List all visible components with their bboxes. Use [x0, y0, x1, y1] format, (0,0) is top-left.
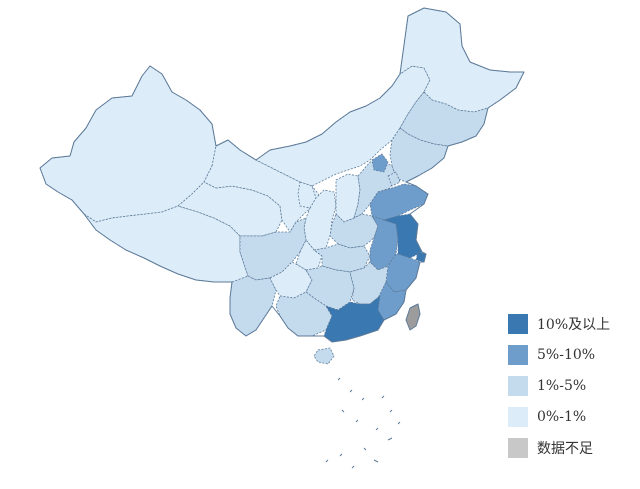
country-outline	[39, 7, 525, 343]
island-dash	[397, 421, 401, 425]
legend-swatch	[508, 437, 528, 458]
region-jiangxi	[349, 261, 389, 305]
map-legend: 10%及以上 5%-10% 1%-5% 0%-1% 数据不足	[508, 308, 636, 463]
island-dash	[351, 465, 355, 469]
legend-swatch	[508, 344, 528, 365]
region-qinghai	[177, 181, 283, 237]
island-dash	[375, 427, 379, 431]
region-guizhou	[269, 261, 313, 299]
legend-swatch	[508, 406, 528, 427]
legend-item-no-data: 数据不足	[508, 432, 636, 463]
island-dash	[349, 389, 353, 393]
island-dash	[389, 409, 393, 413]
region-yunnan	[229, 275, 277, 337]
legend-item-0-1: 0%-1%	[508, 401, 636, 432]
region-gansu	[203, 139, 321, 233]
island-dash	[341, 409, 345, 413]
region-taiwan	[405, 303, 421, 331]
legend-swatch	[508, 313, 528, 334]
region-heilongjiang	[399, 7, 525, 113]
island-dash	[325, 459, 329, 463]
region-shanghai	[415, 251, 427, 263]
legend-item-10-plus: 10%及以上	[508, 308, 636, 339]
region-jiangsu	[383, 213, 423, 259]
legend-item-5-10: 5%-10%	[508, 339, 636, 370]
legend-label: 10%及以上	[537, 316, 611, 333]
region-hubei	[313, 243, 371, 273]
region-hainan	[313, 347, 335, 365]
region-shanxi	[335, 173, 361, 223]
island-dash	[373, 459, 379, 463]
legend-label: 数据不足	[537, 440, 593, 457]
region-beijing	[371, 153, 389, 173]
region-henan	[329, 213, 379, 249]
region-hebei	[353, 159, 397, 219]
island-dash	[355, 419, 359, 423]
island-dash	[337, 377, 341, 381]
region-tianjin	[387, 171, 401, 187]
island-dash	[387, 437, 393, 441]
legend-label: 1%-5%	[537, 377, 587, 394]
legend-swatch	[508, 375, 528, 396]
legend-label: 5%-10%	[537, 346, 596, 363]
island-dash	[381, 395, 385, 399]
region-zhejiang	[385, 253, 421, 293]
island-dash	[363, 447, 367, 451]
legend-label: 0%-1%	[537, 408, 587, 425]
legend-item-1-5: 1%-5%	[508, 370, 636, 401]
island-dash	[339, 453, 343, 457]
island-dash	[361, 397, 365, 401]
